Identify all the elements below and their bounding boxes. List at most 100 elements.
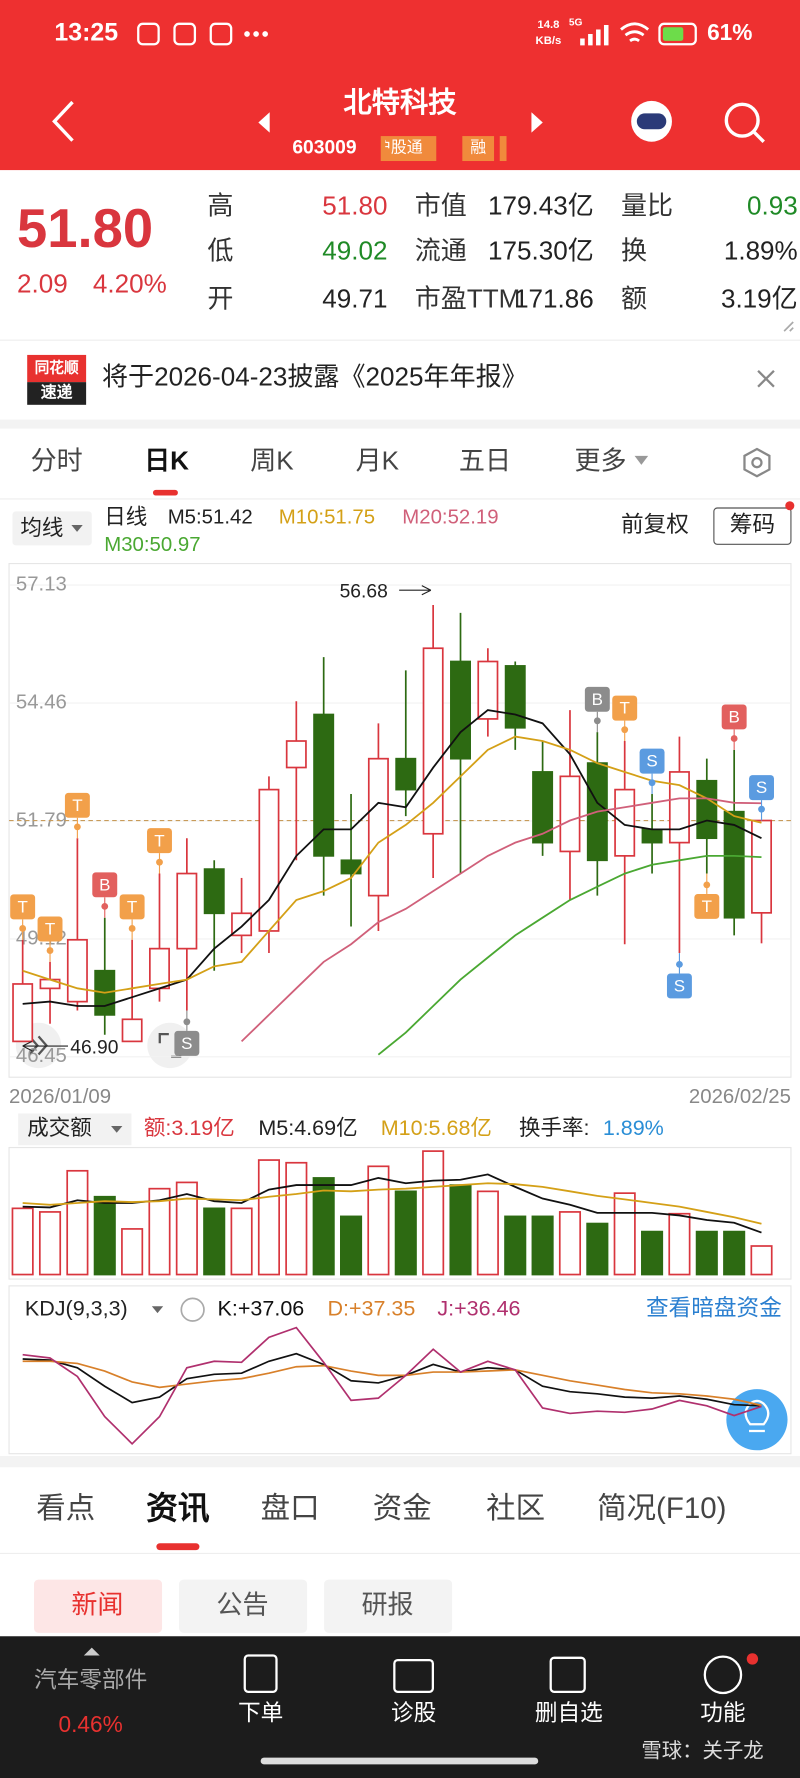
adjust-label[interactable]: 前复权 <box>621 511 689 537</box>
search-handle <box>752 130 765 143</box>
signal-box <box>64 792 90 818</box>
info-tab[interactable]: 资金 <box>373 1492 432 1525</box>
sub-tab[interactable]: 公告 <box>216 1590 268 1620</box>
info-tab[interactable]: 简况(F10) <box>597 1492 726 1525</box>
dropdown-arrow <box>111 1125 123 1133</box>
volume-bar <box>367 1165 390 1276</box>
volume-bar <box>93 1195 116 1276</box>
x-date-label: 2026/02/25 <box>689 1086 791 1108</box>
net-speed: 14.8 <box>537 19 559 31</box>
volume-title: 成交额 <box>27 1116 92 1140</box>
signal-label: T <box>17 898 27 917</box>
candle-body <box>66 938 88 1003</box>
chips-button[interactable] <box>713 507 792 545</box>
sub-tab[interactable]: 研报 <box>361 1590 413 1620</box>
high-label: 56.68 <box>340 582 388 603</box>
status-dot <box>262 31 268 37</box>
volume-ma-line <box>22 1182 762 1225</box>
red-dot <box>785 501 795 511</box>
volume-bar <box>641 1230 664 1276</box>
kdj-line <box>22 1326 762 1446</box>
signal-box <box>666 973 692 999</box>
close-notice[interactable] <box>757 369 775 388</box>
chart-tab[interactable]: 月K <box>356 446 400 476</box>
help-icon[interactable] <box>180 1297 205 1322</box>
volume-bar <box>750 1245 773 1276</box>
sector-name[interactable]: 汽车零部件 <box>34 1667 147 1693</box>
settings-icon[interactable] <box>743 447 771 478</box>
chart-tab[interactable]: 日K <box>144 446 189 476</box>
candle-body <box>532 771 554 844</box>
next-stock[interactable] <box>531 112 543 133</box>
battery-icon <box>658 22 697 46</box>
signal-label: T <box>127 898 137 917</box>
info-tab[interactable]: 看点 <box>36 1492 95 1525</box>
expand-corner[interactable] <box>783 321 794 332</box>
search-icon[interactable] <box>724 102 760 138</box>
last-price: 51.80 <box>17 198 153 259</box>
dark-pool-link[interactable]: 查看暗盘资金 <box>646 1295 782 1321</box>
signal-label: S <box>181 1034 192 1053</box>
field-label: 量比 <box>621 190 673 220</box>
status-time: 13:25 <box>54 19 118 47</box>
signal-label: B <box>99 875 110 894</box>
candle-body <box>313 713 335 857</box>
sub-tab[interactable]: 新闻 <box>71 1590 123 1620</box>
chart-tab[interactable]: 更多 <box>575 446 627 476</box>
turnover-value: 1.89% <box>603 1116 664 1140</box>
watermark: 雪球：关子龙 <box>641 1739 763 1762</box>
nav-icon <box>703 1655 743 1695</box>
back-button[interactable] <box>52 100 74 142</box>
signal-box <box>10 894 36 920</box>
home-indicator <box>260 1757 539 1765</box>
field-value: 0.93 <box>747 190 798 220</box>
info-tab[interactable]: 资讯 <box>146 1490 210 1526</box>
chart-tab[interactable]: 五日 <box>459 446 511 476</box>
legend-entry: J:+36.46 <box>437 1296 520 1320</box>
chart-tab[interactable]: 周K <box>250 446 294 476</box>
field-value: 1.89% <box>724 236 798 266</box>
signal-label: S <box>674 977 685 996</box>
field-label: 市值 <box>415 190 467 220</box>
candle-body <box>340 859 362 875</box>
signal-box <box>612 695 638 721</box>
volume-bar <box>121 1228 144 1276</box>
volume-selector[interactable] <box>18 1113 132 1146</box>
field-label: 流通 <box>415 236 467 266</box>
volume-bar <box>695 1230 718 1276</box>
prev-stock[interactable] <box>258 112 270 133</box>
field-label: 开 <box>207 283 233 313</box>
signal-box <box>584 686 610 712</box>
field-label: 高 <box>207 190 233 220</box>
candle-body <box>422 647 444 835</box>
signal-dot <box>46 947 54 954</box>
net-unit: KB/s <box>536 35 562 47</box>
x-date-label: 2026/01/09 <box>9 1086 111 1108</box>
nav-item[interactable]: 下单 <box>238 1699 283 1725</box>
y-tick-label: 57.13 <box>16 573 67 595</box>
nav-icon <box>549 1656 586 1693</box>
low-arrow <box>22 1041 68 1052</box>
nav-item[interactable]: 诊股 <box>391 1699 436 1725</box>
dropdown-arrow <box>151 1306 164 1314</box>
ma-selector[interactable] <box>12 511 92 546</box>
signal-box <box>721 704 747 730</box>
candle-body <box>614 788 636 857</box>
nav-item[interactable]: 删自选 <box>535 1699 603 1725</box>
candle-body <box>203 868 225 915</box>
chart-tab[interactable]: 分时 <box>31 446 83 476</box>
signal-box <box>147 828 172 854</box>
kdj-title[interactable]: KDJ(9,3,3) <box>25 1296 128 1320</box>
nav-item[interactable]: 功能 <box>700 1699 745 1725</box>
notice-text[interactable]: 将于2026-04-23披露《2025年年报》 <box>102 362 528 392</box>
info-tab[interactable]: 社区 <box>486 1492 545 1525</box>
field-value: 49.71 <box>322 283 387 313</box>
nav-icon <box>393 1658 434 1693</box>
assistant-button[interactable] <box>726 1389 788 1451</box>
volume-bar <box>558 1211 582 1276</box>
price-change: 2.09 <box>17 269 68 299</box>
candle-body <box>258 788 280 932</box>
robot-face <box>636 113 667 130</box>
info-tab[interactable]: 盘口 <box>261 1492 320 1525</box>
